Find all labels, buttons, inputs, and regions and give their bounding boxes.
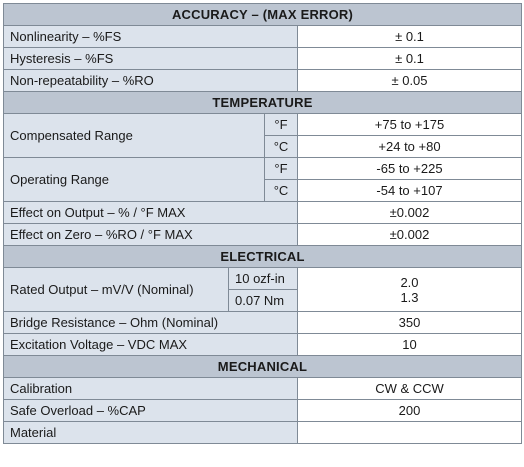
table-row: °C +24 to +80 <box>4 135 522 158</box>
row-value: ±0.002 <box>297 201 522 224</box>
row-label: Calibration <box>3 377 298 400</box>
section-title: MECHANICAL <box>3 355 522 378</box>
row-value: CW & CCW <box>297 377 522 400</box>
row-label: Bridge Resistance – Ohm (Nominal) <box>3 311 298 334</box>
row-value: ± 0.05 <box>297 69 522 92</box>
unit-cell: °C <box>264 135 298 158</box>
section-title: TEMPERATURE <box>3 91 522 114</box>
section-title: ELECTRICAL <box>3 245 522 268</box>
row-label: Effect on Zero – %RO / °F MAX <box>3 223 298 246</box>
table-row: Rated Output – mV/V (Nominal) 10 ozf-in … <box>3 267 522 312</box>
row-value: -54 to +107 <box>297 179 522 202</box>
unit-cell: °C <box>264 179 298 202</box>
row-label: Effect on Output – % / °F MAX <box>3 201 298 224</box>
table-row: Safe Overload – %CAP 200 <box>3 399 522 422</box>
table-row: Material <box>3 421 522 444</box>
section-header-electrical: ELECTRICAL <box>3 245 522 268</box>
row-label: Safe Overload – %CAP <box>3 399 298 422</box>
unit-cell: °F <box>264 113 298 136</box>
table-row: Effect on Zero – %RO / °F MAX ±0.002 <box>3 223 522 246</box>
section-title: ACCURACY – (MAX ERROR) <box>3 3 522 26</box>
row-label: Rated Output – mV/V (Nominal) <box>3 267 229 312</box>
row-value: ± 0.1 <box>297 47 522 70</box>
table-row: Compensated Range °F +75 to +175 <box>3 113 522 158</box>
value-line: 2.0 <box>400 274 419 290</box>
row-value <box>297 421 522 444</box>
row-value: 2.0 1.3 <box>297 267 522 312</box>
value-line: 1.3 <box>400 289 419 305</box>
table-row: Calibration CW & CCW <box>3 377 522 400</box>
row-value: ±0.002 <box>297 223 522 246</box>
row-label: Non-repeatability – %RO <box>3 69 298 92</box>
row-value: +24 to +80 <box>297 135 522 158</box>
row-label: Hysteresis – %FS <box>3 47 298 70</box>
condition-cell: 10 ozf-in <box>228 267 298 290</box>
row-value: 200 <box>297 399 522 422</box>
row-value: 10 <box>297 333 522 356</box>
section-header-temperature: TEMPERATURE <box>3 91 522 114</box>
row-value: ± 0.1 <box>297 25 522 48</box>
table-row: Bridge Resistance – Ohm (Nominal) 350 <box>3 311 522 334</box>
row-label: Operating Range <box>3 157 265 202</box>
row-label: Material <box>3 421 298 444</box>
table-row: Excitation Voltage – VDC MAX 10 <box>3 333 522 356</box>
row-label: Nonlinearity – %FS <box>3 25 298 48</box>
row-label: Excitation Voltage – VDC MAX <box>3 333 298 356</box>
row-value: 350 <box>297 311 522 334</box>
table-row: Operating Range °F -65 to +225 <box>3 157 522 202</box>
section-header-accuracy: ACCURACY – (MAX ERROR) <box>3 3 522 26</box>
table-row: Effect on Output – % / °F MAX ±0.002 <box>3 201 522 224</box>
row-label: Compensated Range <box>3 113 265 158</box>
table-row: Nonlinearity – %FS ± 0.1 <box>3 25 522 48</box>
unit-cell: °F <box>264 157 298 180</box>
table-row: °C -54 to +107 <box>4 179 522 202</box>
section-header-mechanical: MECHANICAL <box>3 355 522 378</box>
table-row: Hysteresis – %FS ± 0.1 <box>3 47 522 70</box>
specifications-table: ACCURACY – (MAX ERROR) Nonlinearity – %F… <box>3 3 522 444</box>
row-value: +75 to +175 <box>297 113 522 136</box>
table-row: Non-repeatability – %RO ± 0.05 <box>3 69 522 92</box>
condition-cell: 0.07 Nm <box>228 289 298 312</box>
row-value: -65 to +225 <box>297 157 522 180</box>
table-row: 0.07 Nm <box>4 289 522 312</box>
